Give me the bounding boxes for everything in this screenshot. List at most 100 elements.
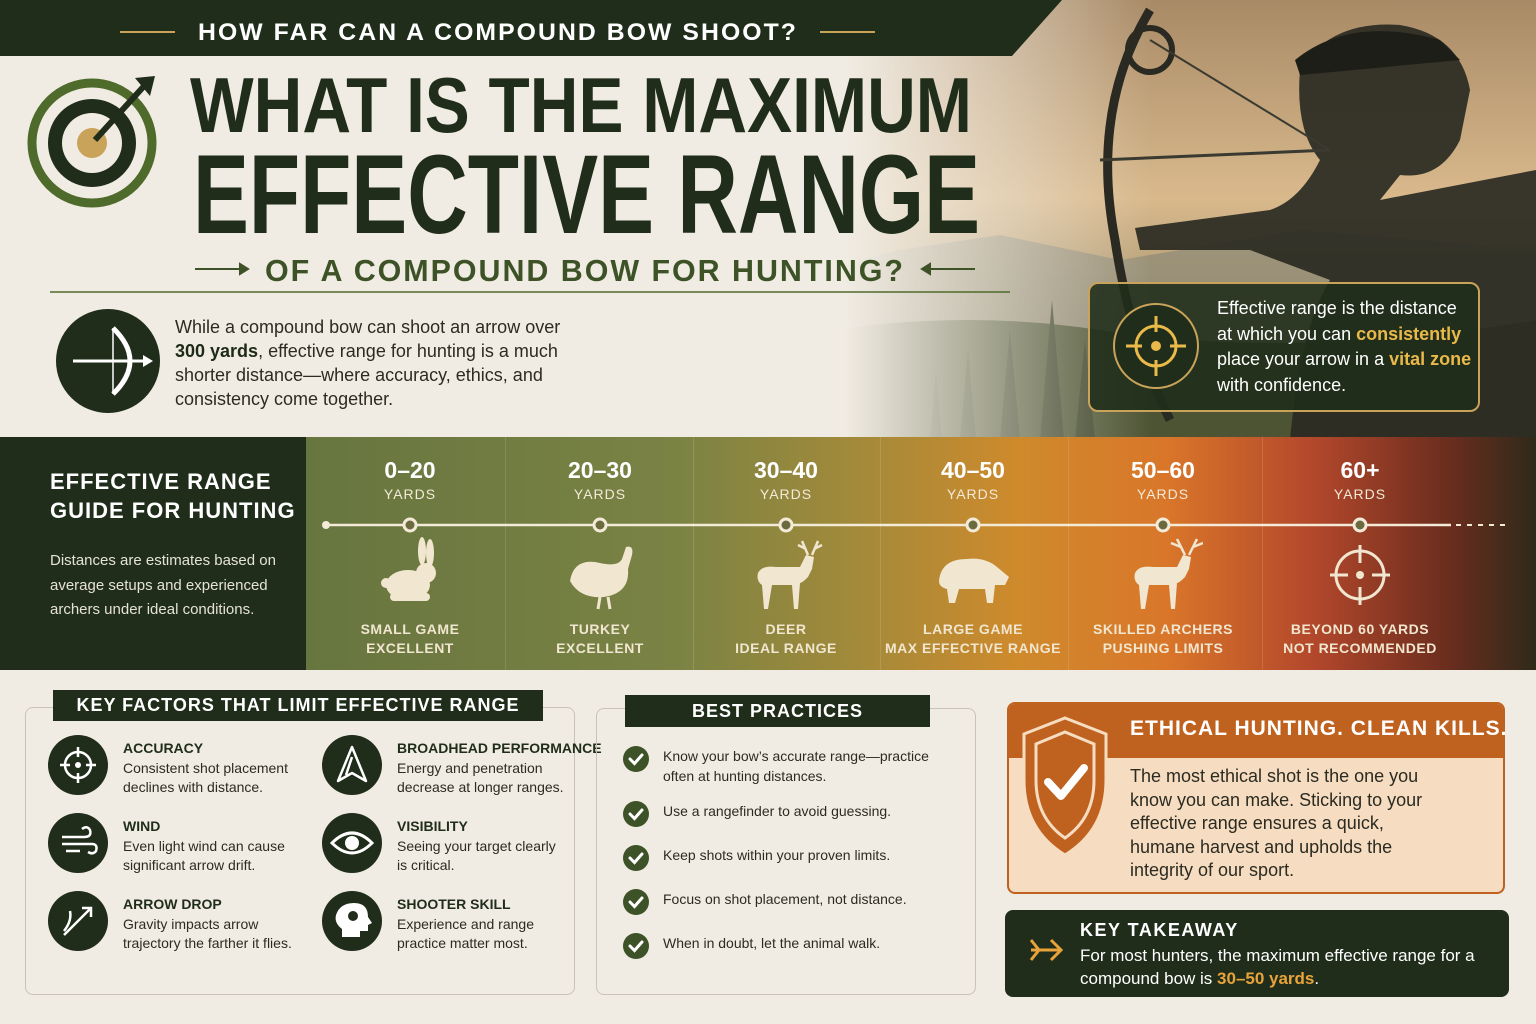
band-unit: YARDS <box>759 486 813 502</box>
band-rating: EXCELLENT <box>366 640 454 656</box>
band-rating: MAX EFFECTIVE RANGE <box>885 640 1061 656</box>
band-rating: IDEAL RANGE <box>735 640 837 656</box>
text: While a compound bow can shoot an arrow … <box>175 317 561 337</box>
band-range: 40–50 <box>941 457 1005 483</box>
range-bands: 0–20 YARDS SMALL GAME EXCELLENT 20–30 YARDS TU… <box>306 437 1536 670</box>
ethics-text: The most ethical shot is the one you kno… <box>1130 766 1423 880</box>
band-label: BEYOND 60 YARDS <box>1290 621 1430 637</box>
shield-icon <box>1022 716 1108 857</box>
timeline-node <box>1352 517 1368 533</box>
icon <box>623 933 649 959</box>
range-guide-title: EFFECTIVE RANGE GUIDE FOR HUNTING <box>50 467 296 525</box>
icon <box>623 746 649 772</box>
crosshair-icon <box>1113 303 1199 389</box>
text: place your arrow in a <box>1217 349 1390 369</box>
takeaway-text: For most hunters, the maximum effective … <box>1080 944 1480 990</box>
subtitle: OF A COMPOUND BOW FOR HUNTING? <box>265 253 905 288</box>
band-unit: YARDS <box>383 486 437 502</box>
highlight: 300 yards <box>175 341 259 361</box>
range-guide-note: Distances are estimates based on average… <box>50 552 276 618</box>
factor-icon <box>322 813 382 873</box>
factor-title: SHOOTER SKILL <box>397 896 511 912</box>
text: For most hunters, the maximum effective … <box>1080 946 1475 988</box>
kicker: HOW FAR CAN A COMPOUND BOW SHOOT? <box>198 19 798 46</box>
factor-text: Seeing your target clearly is critical. <box>397 838 556 873</box>
animal-icon <box>570 546 633 610</box>
title-line: GUIDE FOR HUNTING <box>50 498 296 523</box>
best-practices-title: BEST PRACTICES <box>625 695 930 727</box>
ethics-title: ETHICAL HUNTING. CLEAN KILLS. <box>1130 717 1508 740</box>
timeline-node <box>778 517 794 533</box>
kicker-bar <box>0 0 1062 56</box>
band-range: 0–20 <box>384 457 436 483</box>
band-icon <box>746 537 826 613</box>
key-factors-title: KEY FACTORS THAT LIMIT EFFECTIVE RANGE <box>53 690 543 721</box>
check-icon <box>622 800 650 828</box>
header: HOW FAR CAN A COMPOUND BOW SHOOT? WHAT I… <box>0 0 1062 293</box>
practice-text: Use a rangefinder to avoid guessing. <box>663 803 892 819</box>
text: Effective range is the distance at which… <box>1217 298 1457 344</box>
band-divider <box>1068 437 1069 670</box>
band-label: DEER <box>765 621 807 637</box>
factor-text: Energy and penetration decrease at longe… <box>397 760 564 795</box>
takeaway-title: KEY TAKEAWAY <box>1080 920 1239 940</box>
intro-text: While a compound bow can shoot an arrow … <box>175 315 585 411</box>
band-icon <box>370 537 450 613</box>
subtitle-arrows <box>195 262 975 276</box>
text: with confidence. <box>1217 374 1347 395</box>
title-line-1: WHAT IS THE MAXIMUM <box>190 61 972 149</box>
factor-icon <box>48 813 108 873</box>
factor-title: BROADHEAD PERFORMANCE <box>397 740 602 756</box>
text: , effective range for hunting is a much … <box>175 341 558 409</box>
icon <box>623 845 649 871</box>
band-range: 20–30 <box>568 457 632 483</box>
band-range: 60+ <box>1340 457 1380 483</box>
band-rating: EXCELLENT <box>556 640 644 656</box>
factor-title: ARROW DROP <box>123 896 222 912</box>
band-divider <box>505 437 506 670</box>
timeline <box>322 517 1511 533</box>
band-label: SKILLED ARCHERS <box>1093 621 1233 637</box>
factor-title: VISIBILITY <box>397 818 468 834</box>
check-icon <box>622 745 650 773</box>
band-divider <box>879 437 881 670</box>
factor-text: Consistent shot placement declines with … <box>123 760 288 795</box>
band-divider <box>1261 437 1263 670</box>
band-label: TURKEY <box>569 621 631 637</box>
bow-icon <box>56 309 160 413</box>
check-icon <box>622 888 650 916</box>
factor-title: WIND <box>123 818 161 834</box>
band-icon <box>1320 537 1400 613</box>
factor-title: ACCURACY <box>123 740 204 756</box>
band-unit: YARDS <box>946 486 1000 502</box>
factor-icon <box>48 735 108 795</box>
practice-text: Keep shots within your proven limits. <box>663 847 891 863</box>
practice-text: Know your bow’s accurate range—practice … <box>663 748 929 784</box>
factor-text: Experience and range practice matter mos… <box>397 916 534 951</box>
factor-icon <box>322 891 382 951</box>
band-icon <box>1123 537 1204 613</box>
icon <box>322 735 382 795</box>
text: . <box>1314 969 1320 988</box>
timeline-node <box>965 517 981 533</box>
icon <box>322 891 382 951</box>
band-unit: YARDS <box>1333 486 1387 502</box>
practice-text: Focus on shot placement, not distance. <box>663 891 907 907</box>
animal-icon <box>1134 538 1204 609</box>
title-line-2: EFFECTIVE RANGE <box>193 132 980 257</box>
timeline-node <box>1155 517 1171 533</box>
title-line: EFFECTIVE RANGE <box>50 469 272 494</box>
takeaway-box <box>1005 910 1509 997</box>
band-range: 30–40 <box>754 457 818 483</box>
band-label: SMALL GAME <box>360 621 460 637</box>
range-guide-panel: EFFECTIVE RANGE GUIDE FOR HUNTING Distanc… <box>0 437 306 670</box>
highlight: consistently <box>1356 323 1462 344</box>
icon <box>48 735 108 795</box>
icon <box>48 813 108 873</box>
band-rating: NOT RECOMMENDED <box>1283 640 1437 656</box>
band-divider <box>693 437 694 670</box>
band-range: 50–60 <box>1131 457 1195 483</box>
factor-text: Gravity impacts arrow trajectory the far… <box>123 916 292 951</box>
